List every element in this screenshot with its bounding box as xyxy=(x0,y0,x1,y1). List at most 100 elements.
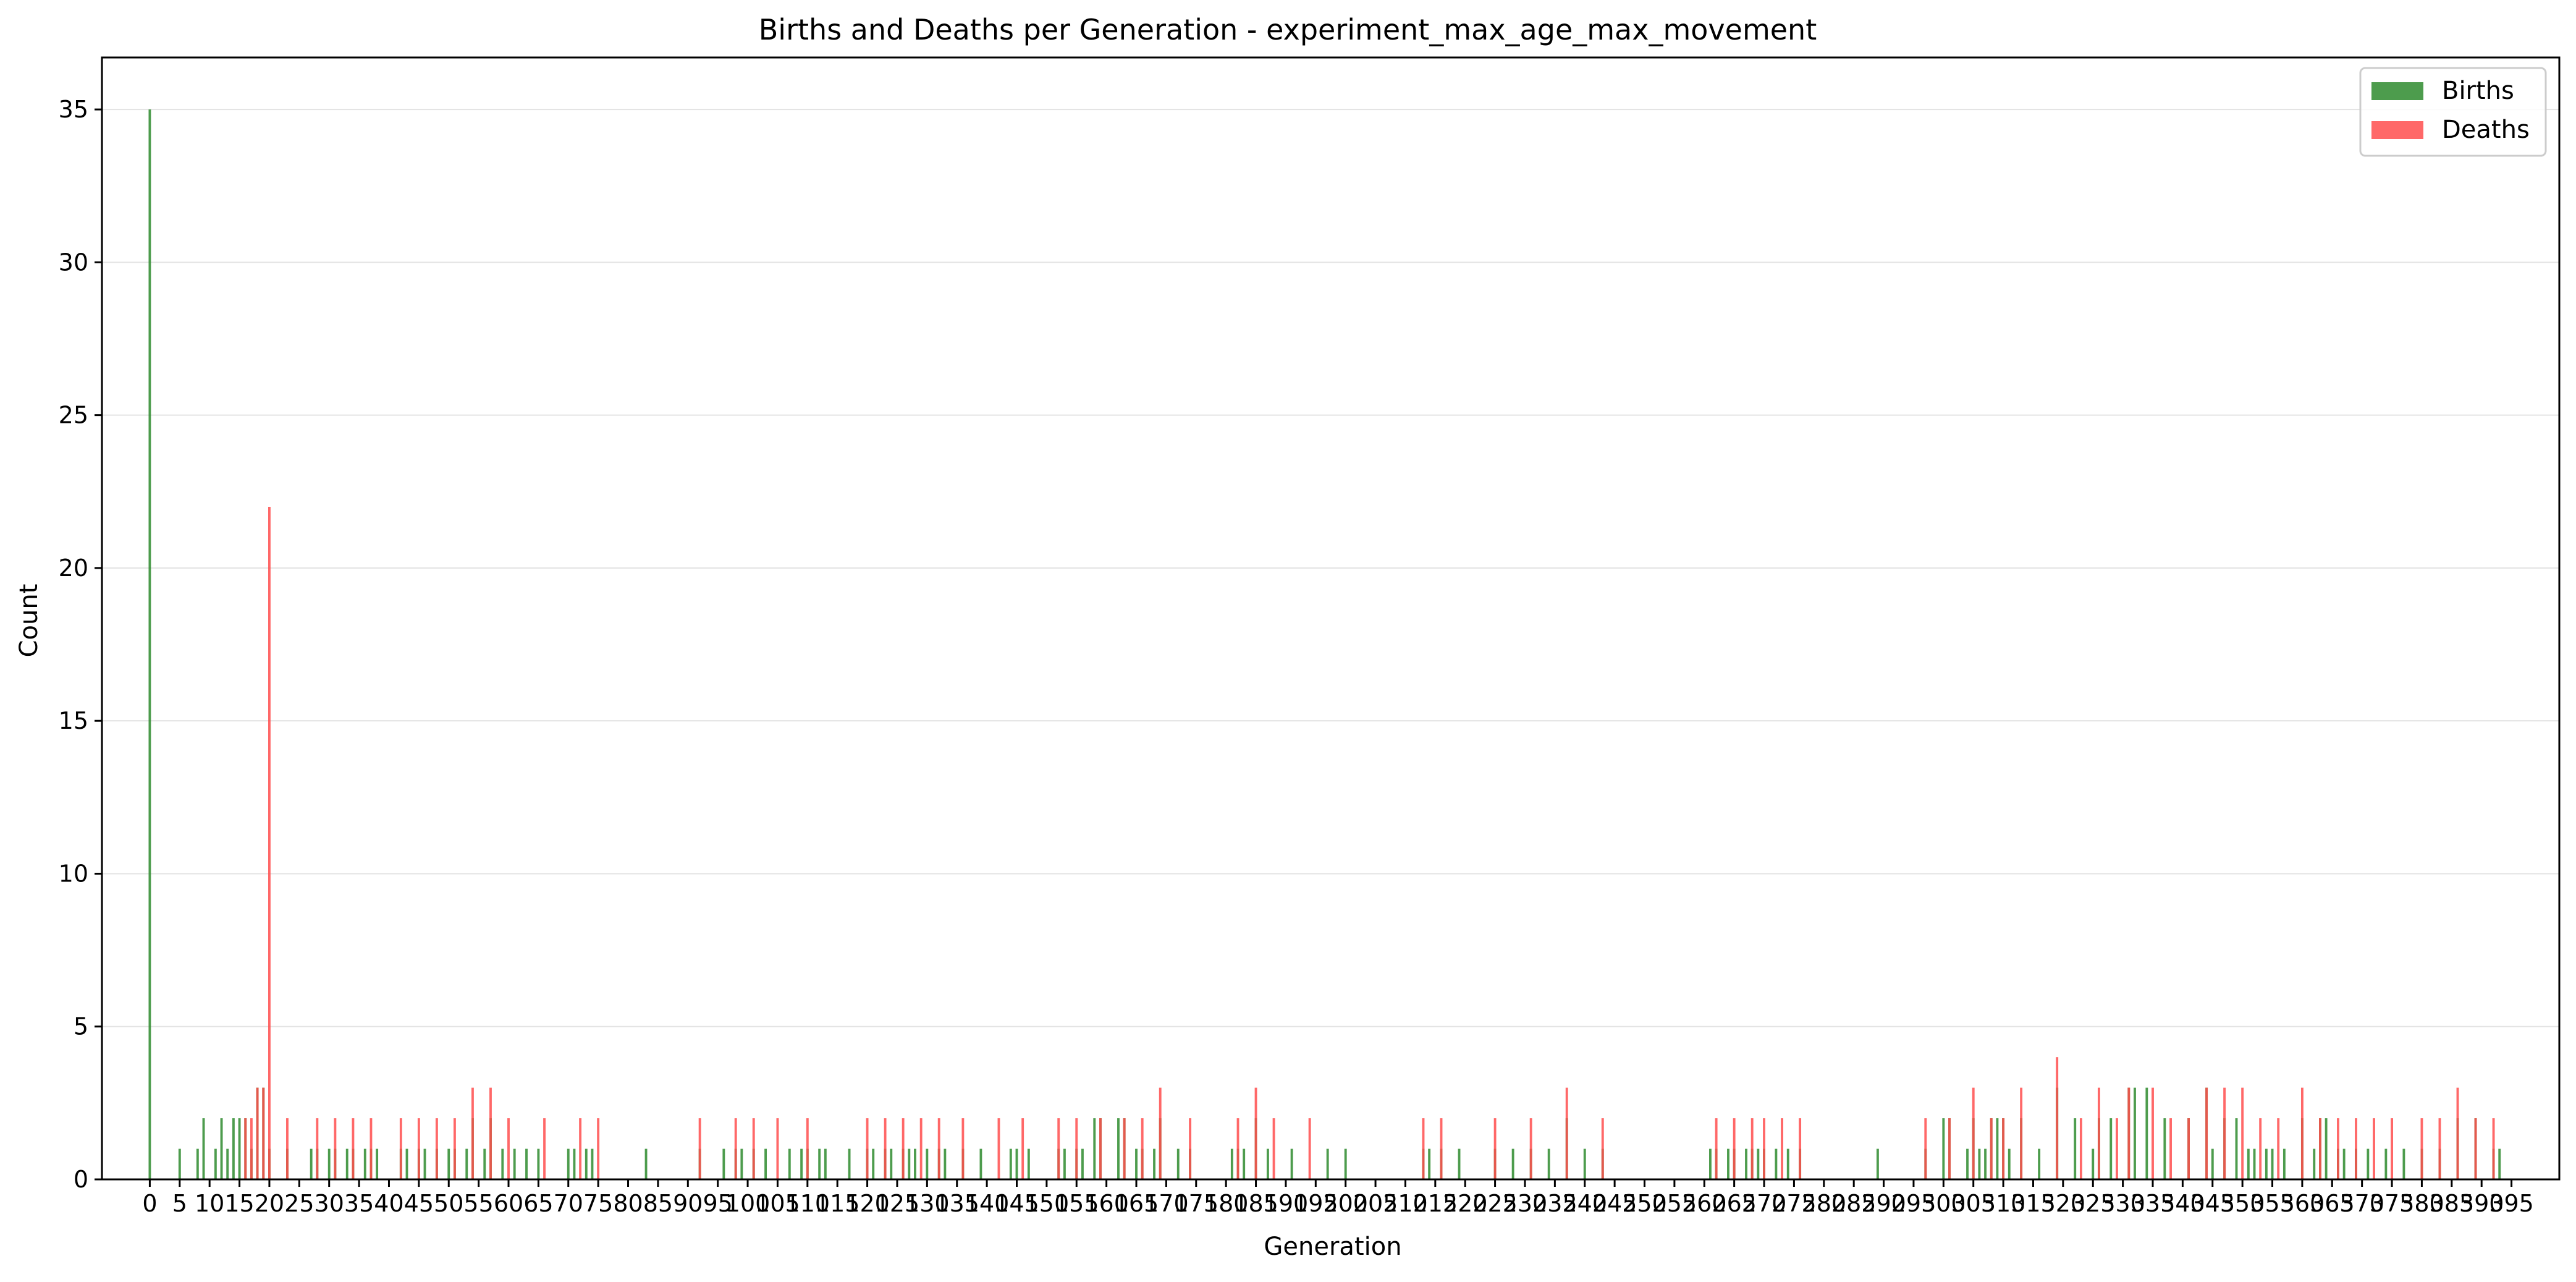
legend-swatch-deaths xyxy=(2371,121,2423,139)
bar-births xyxy=(1230,1148,1233,1179)
bar-births xyxy=(1243,1148,1246,1179)
bar-births xyxy=(2038,1148,2041,1179)
bar-births xyxy=(232,1118,235,1179)
x-tick-label: 390 xyxy=(2459,1190,2504,1217)
bar-deaths xyxy=(2355,1118,2357,1179)
bar-births xyxy=(2498,1148,2501,1179)
x-tick-label: 205 xyxy=(1353,1190,1398,1217)
bar-births xyxy=(591,1148,594,1179)
y-tick-label: 35 xyxy=(59,96,88,123)
bar-births xyxy=(1015,1148,1018,1179)
x-tick-label: 385 xyxy=(2430,1190,2475,1217)
bar-deaths xyxy=(2241,1087,2244,1179)
bar-deaths xyxy=(2456,1087,2459,1179)
x-tick-label: 180 xyxy=(1204,1190,1249,1217)
x-tick-label: 310 xyxy=(1981,1190,2026,1217)
bar-deaths xyxy=(961,1118,965,1179)
x-tick-label: 35 xyxy=(344,1190,374,1217)
x-tick-label: 370 xyxy=(2339,1190,2384,1217)
bar-deaths xyxy=(2259,1118,2262,1179)
bar-births xyxy=(824,1148,827,1179)
bar-births xyxy=(2265,1148,2268,1179)
x-tick-label: 55 xyxy=(463,1190,493,1217)
bar-deaths xyxy=(352,1118,355,1179)
bar-births xyxy=(327,1148,331,1179)
bar-deaths xyxy=(1924,1118,1927,1179)
bar-births xyxy=(2109,1118,2113,1179)
x-tick-label: 50 xyxy=(434,1190,463,1217)
bar-deaths xyxy=(1601,1118,1604,1179)
bar-deaths xyxy=(2205,1087,2208,1179)
bar-deaths xyxy=(2391,1118,2393,1179)
bar-deaths xyxy=(2319,1118,2321,1179)
x-tick-label: 380 xyxy=(2399,1190,2444,1217)
bar-deaths xyxy=(1159,1087,1162,1179)
bar-deaths xyxy=(268,506,271,1180)
bar-deaths xyxy=(752,1118,755,1179)
x-tick-label: 45 xyxy=(404,1190,434,1217)
x-tick-label: 220 xyxy=(1443,1190,1488,1217)
bar-deaths xyxy=(2116,1118,2118,1179)
bar-births xyxy=(1966,1148,1969,1179)
bar-births xyxy=(2367,1148,2370,1179)
bar-births xyxy=(2163,1118,2166,1179)
x-tick-label: 200 xyxy=(1323,1190,1368,1217)
bar-births xyxy=(1009,1148,1012,1179)
bar-births xyxy=(1326,1148,1329,1179)
bar-deaths xyxy=(1733,1118,1736,1179)
bar-births xyxy=(2134,1087,2136,1179)
x-tick-label: 230 xyxy=(1503,1190,1548,1217)
bar-deaths xyxy=(2420,1118,2423,1179)
bar-deaths xyxy=(2277,1118,2280,1179)
bar-deaths xyxy=(2127,1087,2130,1179)
x-tick-label: 60 xyxy=(494,1190,523,1217)
bar-births xyxy=(1117,1118,1120,1179)
bar-births xyxy=(501,1148,504,1179)
x-tick-label: 190 xyxy=(1264,1190,1309,1217)
x-tick-label: 345 xyxy=(2190,1190,2236,1217)
bar-births xyxy=(483,1148,486,1179)
bar-births xyxy=(447,1148,450,1179)
y-tick-label: 20 xyxy=(59,554,88,582)
bar-births xyxy=(567,1148,570,1179)
y-tick-label: 0 xyxy=(74,1166,88,1193)
x-tick-label: 20 xyxy=(255,1190,284,1217)
bar-deaths xyxy=(250,1118,253,1179)
bar-births xyxy=(310,1148,313,1179)
bar-deaths xyxy=(2152,1087,2154,1179)
bar-births xyxy=(1266,1148,1269,1179)
bar-births xyxy=(376,1148,379,1179)
bar-deaths xyxy=(1972,1087,1975,1179)
bar-births xyxy=(585,1148,588,1179)
bar-births xyxy=(1978,1148,1981,1179)
bar-deaths xyxy=(334,1118,337,1179)
bar-births xyxy=(423,1148,426,1179)
bar-births xyxy=(148,109,151,1179)
bar-deaths xyxy=(734,1118,737,1179)
bar-births xyxy=(1093,1118,1096,1179)
bar-births xyxy=(1344,1148,1347,1179)
bar-births xyxy=(1727,1148,1729,1179)
bar-births xyxy=(220,1118,223,1179)
bar-births xyxy=(345,1148,348,1179)
bar-births xyxy=(2402,1148,2405,1179)
bar-births xyxy=(2008,1148,2011,1179)
bar-deaths xyxy=(1189,1118,1192,1179)
bar-deaths xyxy=(1123,1118,1126,1179)
bar-births xyxy=(537,1148,540,1179)
x-tick-label: 195 xyxy=(1293,1190,1338,1217)
bar-deaths xyxy=(1308,1118,1311,1179)
x-tick-label: 5 xyxy=(172,1190,187,1217)
bar-births xyxy=(740,1148,743,1179)
x-tick-label: 95 xyxy=(703,1190,732,1217)
bar-births xyxy=(214,1148,217,1179)
x-tick-label: 0 xyxy=(142,1190,157,1217)
x-tick-label: 10 xyxy=(195,1190,224,1217)
x-tick-label: 325 xyxy=(2071,1190,2116,1217)
x-tick-label: 225 xyxy=(1472,1190,1518,1217)
x-tick-label: 155 xyxy=(1054,1190,1099,1217)
bar-deaths xyxy=(1990,1118,1993,1179)
bar-deaths xyxy=(937,1118,940,1179)
